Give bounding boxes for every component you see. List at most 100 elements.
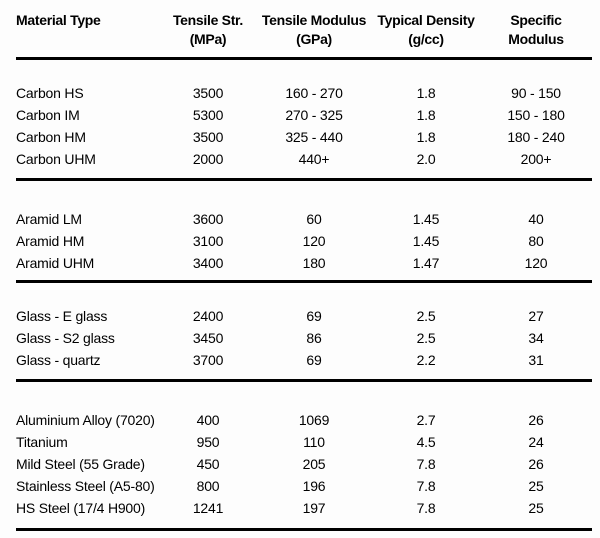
material-name: Titanium [16, 434, 68, 450]
density-value: 7.8 [416, 478, 436, 494]
material-name: Stainless Steel (A5-80) [16, 478, 155, 494]
tensile-strength-value: 3100 [192, 233, 224, 249]
specific-modulus-value: 26 [528, 456, 544, 472]
material-name: HS Steel (17/4 H900) [16, 500, 146, 516]
tensile-modulus-value: 110 [303, 434, 325, 450]
header-line2: (g/cc) [408, 31, 444, 47]
material-name: Aramid HM [16, 233, 85, 249]
density-value: 1.47 [412, 255, 440, 271]
specific-modulus-value: 120 [524, 255, 548, 271]
header-material-type: Material Type [16, 11, 160, 49]
specific-modulus-value: 25 [528, 478, 544, 494]
specific-modulus-value: 34 [528, 330, 544, 346]
tensile-strength-value: 450 [196, 456, 220, 472]
table-row: Aramid HM 3100 120 1.45 80 [16, 230, 592, 252]
density-value: 2.2 [416, 352, 436, 368]
material-name: Glass - quartz [16, 352, 101, 368]
table-group-metals: Aluminium Alloy (7020) 400 1069 2.7 26 Titani… [16, 382, 592, 531]
tensile-modulus-value: 196 [302, 478, 326, 494]
table-group-carbon: Carbon HS 3500 160 - 270 1.8 90 - 150 Carbon … [16, 60, 592, 181]
table-group-aramid: Aramid LM 3600 60 1.45 40 Aramid HM 3100 120 1.4… [16, 181, 592, 283]
tensile-strength-value: 2400 [192, 308, 224, 324]
density-value: 7.8 [416, 500, 436, 516]
table-row: Glass - S2 glass 3450 86 2.5 34 [16, 327, 592, 349]
tensile-strength-value: 5300 [192, 107, 224, 123]
table-row: Aramid UHM 3400 180 1.47 120 [16, 252, 592, 274]
tensile-strength-value: 3600 [192, 211, 224, 227]
specific-modulus-value: 200+ [520, 151, 552, 167]
tensile-modulus-value: 440+ [298, 151, 330, 167]
specific-modulus-value: 25 [528, 500, 544, 516]
specific-modulus-value: 180 - 240 [507, 129, 565, 145]
density-value: 2.5 [416, 308, 436, 324]
material-name: Aramid LM [16, 211, 82, 227]
tensile-strength-value: 950 [196, 434, 220, 450]
table-body: Carbon HS 3500 160 - 270 1.8 90 - 150 Carbon … [16, 60, 592, 531]
tensile-strength-value: 800 [196, 478, 220, 494]
table-row: Carbon UHM 2000 440+ 2.0 200+ [16, 148, 592, 170]
tensile-strength-value: 3700 [192, 352, 224, 368]
density-value: 2.0 [416, 151, 436, 167]
tensile-modulus-value: 60 [306, 211, 322, 227]
tensile-strength-value: 400 [196, 412, 220, 428]
specific-modulus-value: 31 [528, 352, 544, 368]
header-line1: Tensile Modulus [261, 12, 367, 28]
tensile-modulus-value: 86 [306, 330, 322, 346]
material-name: Aramid UHM [16, 255, 95, 271]
material-name: Carbon IM [16, 107, 80, 123]
tensile-modulus-value: 160 - 270 [285, 85, 343, 101]
material-name: Mild Steel (55 Grade) [16, 456, 145, 472]
table-row: Carbon IM 5300 270 - 325 1.8 150 - 180 [16, 104, 592, 126]
density-value: 7.8 [416, 456, 436, 472]
table-row: Glass - quartz 3700 69 2.2 31 [16, 349, 592, 371]
specific-modulus-value: 40 [528, 211, 544, 227]
density-value: 4.5 [416, 434, 436, 450]
tensile-modulus-value: 120 [302, 233, 326, 249]
material-name: Carbon HM [16, 129, 86, 145]
tensile-modulus-value: 1069 [298, 412, 330, 428]
material-name: Glass - E glass [16, 308, 108, 324]
table-header-row: Material Type Tensile Str. (MPa) Tensile… [16, 0, 592, 60]
table-group-glass: Glass - E glass 2400 69 2.5 27 Glass - S2 gla… [16, 283, 592, 382]
tensile-modulus-value: 205 [302, 456, 326, 472]
tensile-strength-value: 3450 [192, 330, 224, 346]
header-specific-modulus: Specific Modulus [480, 11, 592, 49]
header-line2: (MPa) [189, 31, 227, 47]
density-value: 1.8 [416, 85, 436, 101]
density-value: 1.8 [416, 129, 436, 145]
specific-modulus-value: 80 [528, 233, 544, 249]
header-line1: Typical Density [377, 12, 475, 28]
tensile-modulus-value: 197 [302, 500, 326, 516]
table-row: Mild Steel (55 Grade) 450 205 7.8 26 [16, 453, 592, 475]
header-tensile-strength: Tensile Str. (MPa) [160, 11, 256, 49]
density-value: 1.45 [412, 211, 440, 227]
material-name: Aluminium Alloy (7020) [16, 412, 155, 428]
table-row: Aramid LM 3600 60 1.45 40 [16, 208, 592, 230]
material-name: Glass - S2 glass [16, 330, 115, 346]
density-value: 1.45 [412, 233, 440, 249]
table-row: Stainless Steel (A5-80) 800 196 7.8 25 [16, 475, 592, 497]
tensile-modulus-value: 180 [302, 255, 326, 271]
table-row: HS Steel (17/4 H900) 1241 197 7.8 25 [16, 497, 592, 519]
header-line1: Specific [510, 12, 562, 28]
tensile-strength-value: 3400 [192, 255, 224, 271]
material-name: Carbon HS [16, 85, 84, 101]
tensile-modulus-value: 69 [306, 352, 322, 368]
header-tensile-modulus: Tensile Modulus (GPa) [256, 11, 372, 49]
specific-modulus-value: 24 [528, 434, 544, 450]
tensile-modulus-value: 270 - 325 [285, 107, 343, 123]
header-typical-density: Typical Density (g/cc) [372, 11, 480, 49]
header-line1: Tensile Str. [172, 12, 244, 28]
material-name: Carbon UHM [16, 151, 96, 167]
header-line2: (GPa) [296, 31, 332, 47]
tensile-strength-value: 2000 [192, 151, 224, 167]
specific-modulus-value: 26 [528, 412, 544, 428]
table-row: Glass - E glass 2400 69 2.5 27 [16, 305, 592, 327]
table-row: Carbon HM 3500 325 - 440 1.8 180 - 240 [16, 126, 592, 148]
specific-modulus-value: 27 [528, 308, 544, 324]
density-value: 2.7 [416, 412, 436, 428]
table-row: Carbon HS 3500 160 - 270 1.8 90 - 150 [16, 82, 592, 104]
tensile-modulus-value: 69 [306, 308, 322, 324]
specific-modulus-value: 150 - 180 [507, 107, 565, 123]
